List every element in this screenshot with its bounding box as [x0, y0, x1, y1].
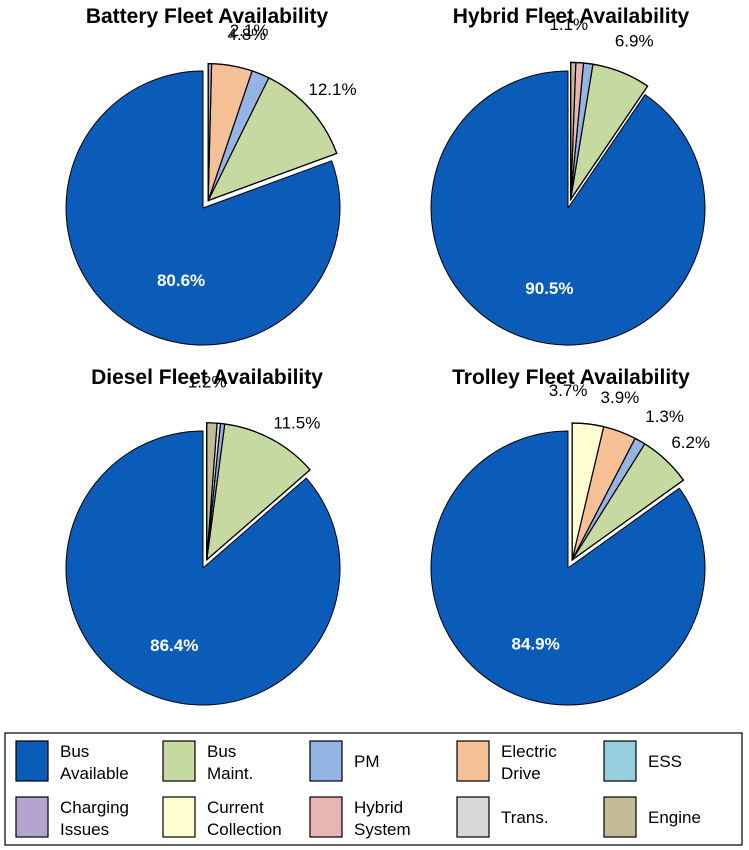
data-label-current-collection: 3.7% — [549, 381, 588, 400]
pie-slice-bus-available — [430, 70, 706, 346]
legend-label: PM — [354, 752, 380, 771]
legend-label: Issues — [60, 820, 109, 839]
legend-label: Bus — [60, 742, 89, 761]
legend-label: Collection — [207, 820, 282, 839]
legend-item-current-collection: Current Collection — [162, 796, 282, 839]
data-label-bus-available: 86.4% — [150, 636, 198, 655]
chart-title: Trolley Fleet Availability — [452, 366, 690, 389]
data-label-pm: 2.1% — [230, 21, 269, 40]
legend-item-pm: PM — [309, 740, 380, 782]
chart-title: Hybrid Fleet Availability — [453, 5, 690, 28]
legend-item-charging-issues: Charging Issues — [15, 796, 129, 839]
legend-label: Hybrid — [354, 798, 403, 817]
legend-swatch — [603, 740, 637, 782]
legend-label: Maint. — [207, 764, 253, 783]
legend-item-hybrid-system: Hybrid System — [309, 796, 411, 839]
chart-title: Battery Fleet Availability — [86, 5, 329, 28]
legend-label: Engine — [648, 808, 701, 827]
data-label-pm: 1.1% — [549, 15, 588, 34]
pie-chart-4: Trolley Fleet Availability 84.9% 6.2% 1.3% 3… — [430, 366, 710, 706]
exploded-group-outline — [570, 61, 649, 202]
pie-chart-2: Hybrid Fleet Availability 90.5% 6.9% 1.1% — [430, 5, 706, 346]
exploded-group-outline — [571, 422, 685, 562]
pie-chart-1: Battery Fleet Availability 80.6% 12.1% 2.1%… — [65, 5, 357, 346]
data-label-pm: 1.3% — [645, 407, 684, 426]
data-label-bus-available: 84.9% — [512, 635, 560, 654]
legend-swatch — [603, 796, 637, 838]
data-label-electric-drive: 4.8% — [228, 25, 267, 44]
legend-swatch — [15, 740, 49, 782]
data-label-bus-maint: 6.2% — [671, 433, 710, 452]
charts-layer: Battery Fleet Availability 80.6% 12.1% 2.1%… — [65, 5, 710, 706]
legend-item-bus-maint: Bus Maint. — [162, 740, 253, 783]
chart-title: Diesel Fleet Availability — [91, 366, 323, 389]
legend-swatch — [162, 796, 196, 838]
legend-label: Current — [207, 798, 264, 817]
legend-label: Trans. — [501, 808, 549, 827]
legend-swatch — [15, 796, 49, 838]
pie-slice-bus-available — [65, 430, 341, 706]
legend-swatch — [456, 796, 490, 838]
legend-label: Bus — [207, 742, 236, 761]
legend-label: System — [354, 820, 411, 839]
data-label-bus-maint: 12.1% — [308, 80, 356, 99]
exploded-group-outline — [206, 422, 311, 562]
legend-label: Available — [60, 764, 129, 783]
legend-swatch — [456, 740, 490, 782]
legend-label: Drive — [501, 764, 541, 783]
legend-swatch — [309, 796, 343, 838]
data-label-bus-maint: 11.5% — [273, 413, 320, 432]
legend-swatch — [162, 740, 196, 782]
legend-item-ess: ESS — [603, 740, 682, 782]
legend-swatch — [309, 740, 343, 782]
legend-item-electric-drive: Electric Drive — [456, 740, 557, 783]
data-label-bus-maint: 6.9% — [615, 31, 654, 50]
legend-label: Charging — [60, 798, 129, 817]
legend-item-bus-available: Bus Available — [15, 740, 129, 783]
legend-item-engine: Engine — [603, 796, 701, 838]
pie-slice-bus-available — [65, 70, 341, 346]
data-label-electric-drive: 3.9% — [601, 388, 640, 407]
legend: Bus Available Bus Maint. PM Electric Drive ESS C… — [4, 732, 743, 846]
legend-label: Electric — [501, 742, 557, 761]
data-label-engine: 1.2% — [188, 373, 227, 392]
legend-label: ESS — [648, 752, 682, 771]
data-label-bus-available: 80.6% — [157, 271, 205, 290]
exploded-group-outline — [207, 63, 338, 202]
pie-slice-bus-available — [430, 430, 706, 706]
pie-chart-3: Diesel Fleet Availability 86.4% 11.5% 1.2% — [65, 366, 341, 706]
data-label-bus-available: 90.5% — [525, 279, 573, 298]
legend-item-trans: Trans. — [456, 796, 549, 838]
